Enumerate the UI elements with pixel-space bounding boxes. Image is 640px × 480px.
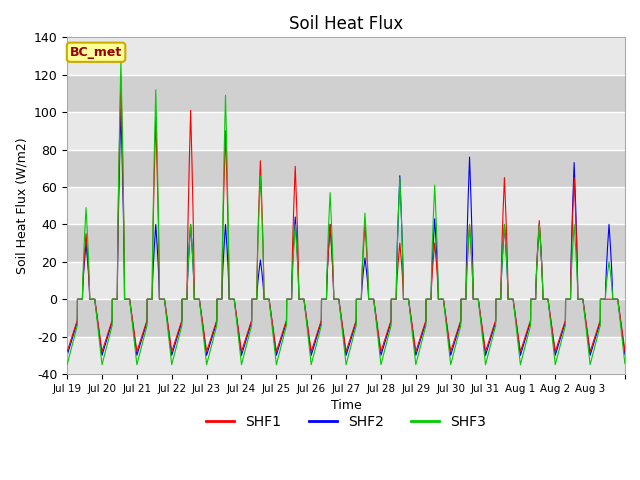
Bar (67, 299, 625, 336)
Bar (67, 75, 625, 112)
SHF2 (179, 296, 187, 302)
SHF2 (527, 319, 534, 325)
Bar (67, 336, 625, 374)
SHF2 (621, 351, 628, 357)
X-axis label: Time: Time (331, 399, 362, 412)
SHF1 (499, 208, 507, 214)
Bar (67, 37, 625, 75)
SHF2 (367, 296, 374, 302)
SHF2 (63, 352, 71, 358)
Line: SHF3: SHF3 (67, 60, 625, 365)
SHF2 (117, 106, 125, 111)
Legend: SHF1, SHF2, SHF3: SHF1, SHF2, SHF3 (200, 409, 492, 434)
SHF3 (367, 296, 374, 302)
SHF3 (63, 362, 71, 368)
SHF1 (117, 74, 125, 80)
SHF1 (527, 318, 534, 324)
SHF3 (117, 57, 125, 63)
SHF1 (367, 296, 374, 302)
Bar (67, 187, 625, 224)
Bar (67, 150, 625, 187)
Bar (67, 262, 625, 299)
SHF1 (63, 348, 71, 354)
Text: BC_met: BC_met (70, 46, 122, 59)
SHF3 (179, 296, 187, 302)
SHF1 (179, 296, 187, 302)
SHF1 (621, 348, 628, 354)
SHF3 (397, 195, 404, 201)
Title: Soil Heat Flux: Soil Heat Flux (289, 15, 403, 33)
SHF3 (621, 360, 628, 366)
SHF3 (541, 296, 548, 302)
SHF3 (499, 242, 507, 248)
SHF2 (541, 296, 548, 302)
SHF1 (541, 296, 548, 302)
Y-axis label: Soil Heat Flux (W/m2): Soil Heat Flux (W/m2) (15, 137, 28, 274)
Bar (67, 224, 625, 262)
SHF1 (397, 250, 404, 255)
SHF2 (499, 242, 507, 248)
Line: SHF1: SHF1 (67, 77, 625, 351)
Line: SHF2: SHF2 (67, 108, 625, 355)
Bar (67, 112, 625, 150)
SHF2 (397, 194, 404, 200)
SHF3 (527, 323, 534, 329)
